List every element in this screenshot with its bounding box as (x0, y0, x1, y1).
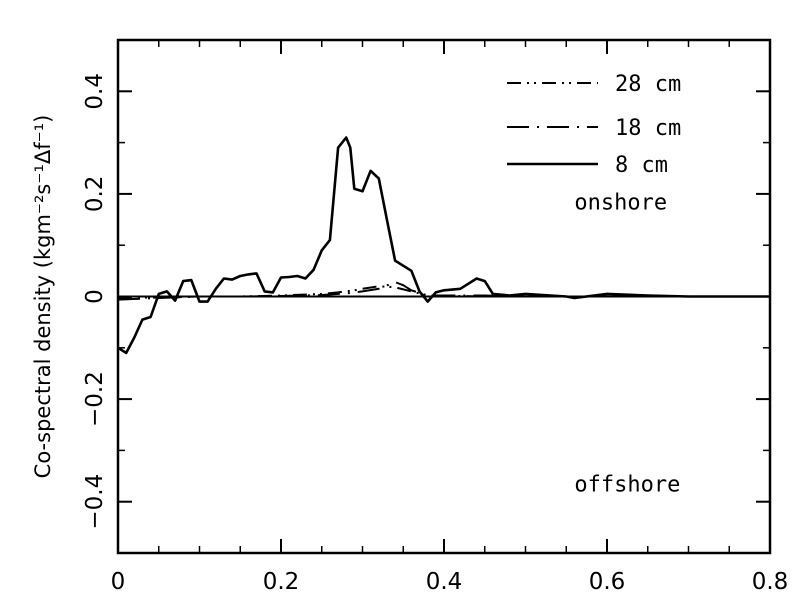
series-layer (117, 136, 770, 355)
legend-label-18cm: 18 cm (615, 116, 681, 141)
legend-label-8cm: 8 cm (615, 153, 668, 178)
onshore-label: onshore (574, 190, 667, 215)
x-tick-label: 0.2 (263, 569, 300, 595)
series-line-8cm (117, 136, 770, 355)
offshore-label: offshore (574, 472, 680, 497)
x-tick-label: 0.4 (426, 569, 463, 595)
ticks-layer (117, 39, 771, 554)
y-tick-label: −0.2 (82, 371, 108, 427)
y-tick-label: 0 (82, 289, 108, 304)
x-tick-label: 0 (111, 569, 126, 595)
y-tick-label: −0.4 (82, 474, 108, 530)
series-line-18cm (117, 281, 754, 301)
y-tick-label: 0.4 (82, 73, 108, 110)
tick-labels: 0 0.2 0.4 0.6 0.8 −0.4 −0.2 0 0.2 0.4 (82, 73, 788, 595)
legend-label-28cm: 28 cm (615, 72, 681, 97)
legend: 28 cm 18 cm 8 cm (507, 72, 681, 178)
y-tick-label: 0.2 (82, 176, 108, 213)
x-tick-label: 0.8 (752, 569, 789, 595)
y-axis-title: Co-spectral density (kgm⁻²s⁻¹Δf⁻¹) (31, 115, 55, 479)
x-tick-label: 0.6 (589, 569, 626, 595)
